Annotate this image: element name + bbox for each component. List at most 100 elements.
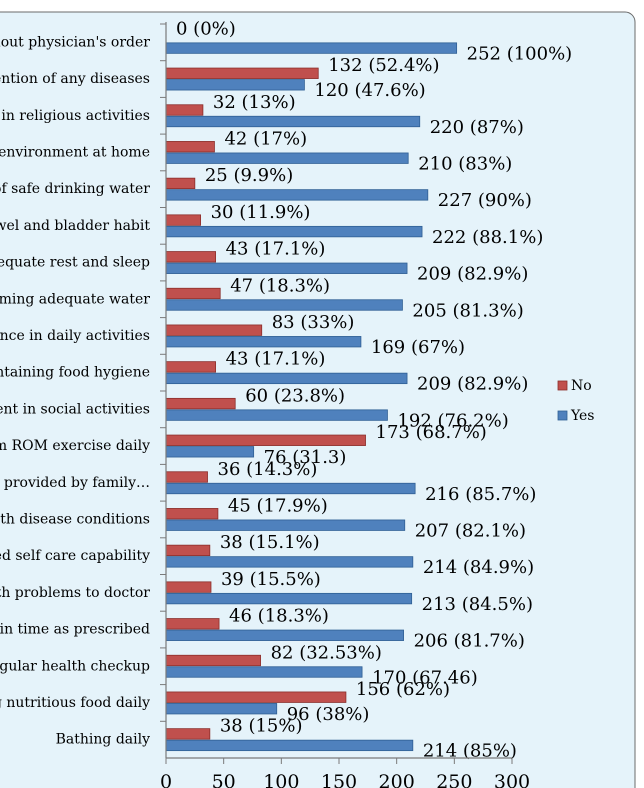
bar-yes <box>165 519 406 531</box>
data-label-yes: 222 (88.1%) <box>432 227 543 248</box>
bar-yes <box>165 262 408 274</box>
data-label-no: 42 (17%) <box>224 128 307 149</box>
bar-no <box>165 581 212 593</box>
legend-swatch-yes <box>557 410 568 421</box>
data-label-yes: 209 (82.9%) <box>417 264 528 285</box>
bar-no <box>165 434 366 446</box>
x-tick-label: 0 <box>160 771 172 788</box>
category-label: s in time as prescribed <box>0 622 150 638</box>
data-label-yes: 205 (81.3%) <box>412 300 523 321</box>
bar-yes <box>165 482 416 495</box>
plot-background <box>0 11 636 788</box>
data-label-yes: 207 (82.1%) <box>415 520 526 541</box>
data-label-yes: 216 (85.7%) <box>425 484 536 505</box>
data-label-yes: 209 (82.9%) <box>417 374 528 395</box>
bar-no <box>165 654 261 667</box>
data-label-yes: 206 (81.7%) <box>414 631 525 652</box>
data-label-no: 60 (23.8%) <box>245 385 345 406</box>
category-label: uming adequate water <box>0 291 150 307</box>
bar-yes <box>165 666 363 678</box>
bar-yes <box>165 115 421 128</box>
data-label-no: 43 (17.1%) <box>226 349 326 370</box>
category-label: t in religious activities <box>0 108 150 124</box>
category-label: ance in daily activities <box>0 328 150 344</box>
category-label: Bathing daily <box>56 732 150 748</box>
data-label-yes: 214 (84.9%) <box>423 557 534 578</box>
x-tick-label: 200 <box>379 771 415 788</box>
data-label-yes: 120 (47.6%) <box>314 80 425 101</box>
bar-no <box>165 214 201 226</box>
data-label-yes: 192 (76.2%) <box>397 410 508 431</box>
bar-no <box>165 618 220 630</box>
bar-yes <box>165 225 423 238</box>
bar-yes <box>165 189 429 201</box>
bar-no <box>165 691 347 703</box>
category-label: of safe drinking water <box>0 181 150 197</box>
bar-no <box>165 324 263 336</box>
data-label-yes: 170 (67.46) <box>372 667 478 688</box>
data-label-yes: 96 (38%) <box>287 704 370 725</box>
data-label-no: 38 (15.1%) <box>220 532 320 553</box>
bar-no <box>165 177 196 190</box>
bar-no <box>165 471 208 483</box>
data-label-no: 46 (18.3%) <box>229 606 329 627</box>
data-label-no: 32 (13%) <box>213 92 296 113</box>
data-label-no: 38 (15%) <box>220 716 303 737</box>
data-label-no: 82 (32.53%) <box>271 642 382 663</box>
category-label: lth problems to doctor <box>0 585 150 601</box>
category-label: owel and bladder habit <box>0 218 150 234</box>
bar-no <box>165 141 215 153</box>
bar-yes <box>165 629 404 641</box>
data-label-no: 47 (18.3%) <box>230 275 330 296</box>
data-label-no: 83 (33%) <box>272 312 355 333</box>
data-label-no: 39 (15.5%) <box>221 569 321 590</box>
x-tick-label: 300 <box>494 771 530 788</box>
category-label: intaining food hygiene <box>0 365 150 381</box>
bar-no <box>165 67 319 79</box>
bar-no <box>165 361 216 373</box>
data-label-yes: 227 (90%) <box>438 190 532 211</box>
bar-yes <box>165 703 278 715</box>
bar-yes <box>165 739 414 752</box>
data-label-no: 156 (62%) <box>356 679 450 700</box>
bar-yes <box>165 446 255 458</box>
bar-yes <box>165 592 413 605</box>
bar-no <box>165 251 216 263</box>
category-label: vith disease conditions <box>0 511 150 527</box>
x-tick-label: 100 <box>263 771 299 788</box>
data-label-yes: 210 (83%) <box>418 153 512 174</box>
bar-yes <box>165 372 408 385</box>
bar-yes <box>165 152 409 164</box>
bar-yes <box>165 409 388 421</box>
data-label-yes: 252 (100%) <box>467 43 573 64</box>
x-tick-label: 50 <box>212 771 236 788</box>
bar-no <box>165 508 219 520</box>
category-label: environment at home <box>0 144 150 160</box>
data-label-no: 45 (17.9%) <box>228 495 328 516</box>
data-label-no: 132 (52.4%) <box>328 55 439 76</box>
data-label-yes: 213 (84.5%) <box>422 594 533 615</box>
category-label: egular health checkup <box>0 658 150 674</box>
category-label: dequate rest and sleep <box>0 255 150 271</box>
bar-yes <box>165 336 362 348</box>
bar-no <box>165 397 236 410</box>
data-label-no: 43 (17.1%) <box>226 239 326 260</box>
legend-label-yes: Yes <box>570 408 595 424</box>
legend-label-no: No <box>571 378 592 394</box>
bar-no <box>165 728 211 740</box>
category-label: g nutritious food daily <box>0 695 150 711</box>
x-tick-label: 250 <box>436 771 472 788</box>
category-label: sed self care capability <box>0 548 150 564</box>
category-label: rm ROM exercise daily <box>0 438 150 454</box>
bar-yes <box>165 79 305 91</box>
data-label-no: 36 (14.3%) <box>218 459 318 480</box>
data-label-yes: 76 (31.3) <box>264 447 347 468</box>
legend-swatch-no <box>557 380 568 391</box>
data-label-no: 25 (9.9%) <box>205 165 293 186</box>
bar-yes <box>165 556 414 568</box>
category-label: hout physician's order <box>0 34 150 50</box>
bar-no <box>165 104 204 116</box>
bar-no <box>165 287 221 300</box>
